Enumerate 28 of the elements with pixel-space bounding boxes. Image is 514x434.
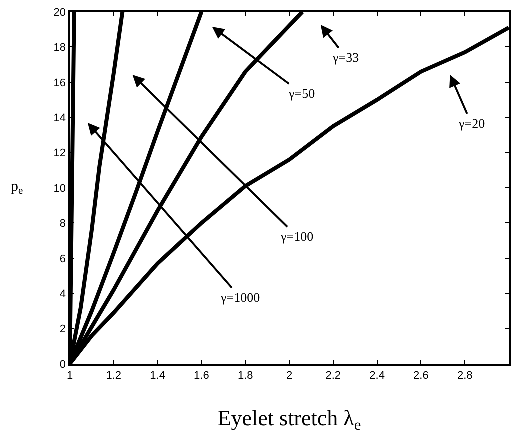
x-tick-label: 1 [66, 370, 74, 382]
y-tick-label: 20 [54, 6, 66, 19]
y-tick-label: 10 [54, 182, 66, 195]
x-tick-label: 2.2 [326, 370, 342, 382]
annotation: γ=33 [332, 50, 360, 65]
annotation: γ=1000 [220, 290, 260, 305]
y-tick-label: 8 [60, 218, 66, 230]
y-tick-label: 2 [60, 324, 66, 336]
y-tick-label: 16 [54, 77, 66, 90]
x-tick-label: 1.6 [194, 370, 210, 382]
annotation: γ=100 [280, 229, 314, 244]
x-tick-label: 2.6 [414, 370, 429, 382]
y-tick-label: 0 [60, 358, 66, 371]
y-tick-label: 18 [54, 42, 66, 54]
y-tick-label: 6 [60, 253, 66, 266]
annotation: γ=50 [288, 86, 316, 101]
x-tick-label: 2.8 [457, 370, 473, 382]
x-tick-label: 2 [286, 370, 293, 382]
y-tick-label: 14 [54, 112, 66, 124]
x-tick-label: 1.8 [238, 370, 254, 382]
x-tick-label: 1.4 [150, 370, 166, 382]
y-tick-label: 12 [54, 148, 66, 160]
annotation: γ=20 [458, 116, 486, 131]
x-axis-title: Eyelet stretch λ$_{e}$ [218, 405, 362, 434]
x-tick-label: 1.2 [106, 370, 122, 382]
y-axis-title: p$_{e}$ [11, 179, 24, 198]
y-tick-label: 4 [60, 288, 66, 300]
x-tick-label: 2.4 [370, 370, 385, 382]
